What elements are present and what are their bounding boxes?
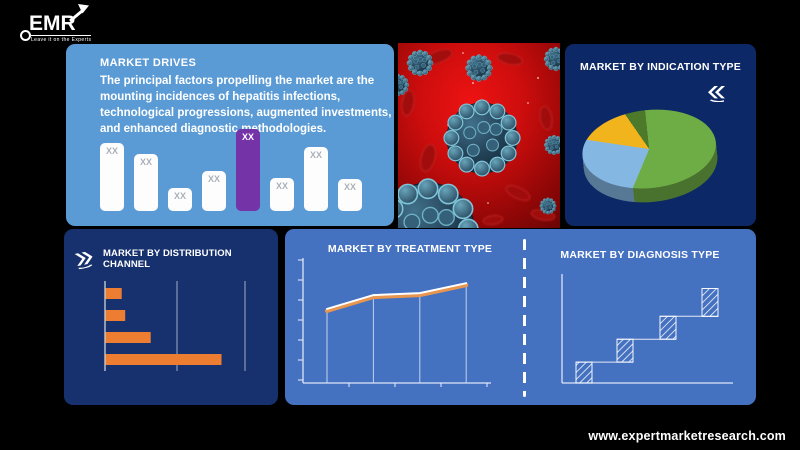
double-arrow-forward-icon bbox=[74, 251, 93, 270]
logo-tagline: Leave it on the Experts bbox=[31, 35, 92, 43]
treatment-title: MARKET BY TREATMENT TYPE bbox=[327, 243, 493, 255]
indication-panel: MARKET BY INDICATION TYPE bbox=[565, 44, 756, 226]
market-drives-bar-chart: XX XX XX XX XX XX XX XX bbox=[100, 127, 362, 211]
diagnosis-title: MARKET BY DIAGNOSIS TYPE bbox=[560, 249, 720, 261]
drives-bar: XX bbox=[236, 129, 260, 211]
drives-bar: XX bbox=[202, 171, 226, 211]
market-drives-title: MARKET DRIVES bbox=[100, 57, 197, 69]
hepatitis-virus-image bbox=[398, 43, 560, 228]
market-drives-panel: MARKET DRIVES The principal factors prop… bbox=[66, 44, 394, 226]
dashed-divider bbox=[523, 239, 526, 397]
diagnosis-step-chart bbox=[561, 274, 733, 384]
drives-bar: XX bbox=[134, 154, 158, 211]
distribution-panel: MARKET BY DISTRIBUTION CHANNEL bbox=[64, 229, 278, 405]
distribution-title: MARKET BY DISTRIBUTION CHANNEL bbox=[103, 248, 232, 270]
drives-bar: XX bbox=[270, 178, 294, 211]
drives-bar: XX bbox=[304, 147, 328, 211]
website-url[interactable]: www.expertmarketresearch.com bbox=[588, 429, 786, 443]
indication-pie-chart bbox=[578, 103, 722, 210]
drives-bar: XX bbox=[100, 143, 124, 211]
indication-title: MARKET BY INDICATION TYPE bbox=[580, 61, 741, 73]
market-drives-description: The principal factors propelling the mar… bbox=[100, 75, 392, 135]
logo-text: EMR bbox=[29, 12, 76, 35]
drives-bar: XX bbox=[168, 188, 192, 211]
distribution-bar-chart bbox=[104, 281, 246, 371]
drives-bar: XX bbox=[338, 179, 362, 211]
logo-arrow-icon bbox=[69, 4, 89, 23]
treatment-diagnosis-panel: MARKET BY TREATMENT TYPE MARKET BY DIAGN… bbox=[285, 229, 756, 405]
double-arrow-back-icon bbox=[708, 86, 725, 102]
logo-ring-icon bbox=[20, 30, 31, 41]
emr-logo[interactable]: EMR Leave it on the Experts bbox=[20, 4, 110, 46]
treatment-line-chart bbox=[298, 258, 491, 387]
